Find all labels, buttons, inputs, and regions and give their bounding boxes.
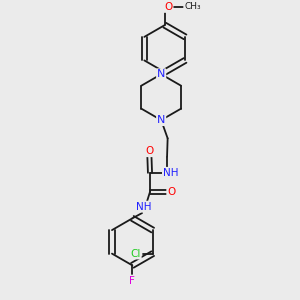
Text: NH: NH — [136, 202, 151, 212]
Text: O: O — [164, 2, 172, 12]
Text: CH₃: CH₃ — [184, 2, 201, 11]
Text: N: N — [157, 69, 165, 79]
Text: O: O — [167, 187, 175, 197]
Text: Cl: Cl — [130, 249, 141, 259]
Text: N: N — [157, 115, 165, 125]
Text: O: O — [145, 146, 154, 156]
Text: NH: NH — [163, 168, 178, 178]
Text: F: F — [129, 276, 135, 286]
